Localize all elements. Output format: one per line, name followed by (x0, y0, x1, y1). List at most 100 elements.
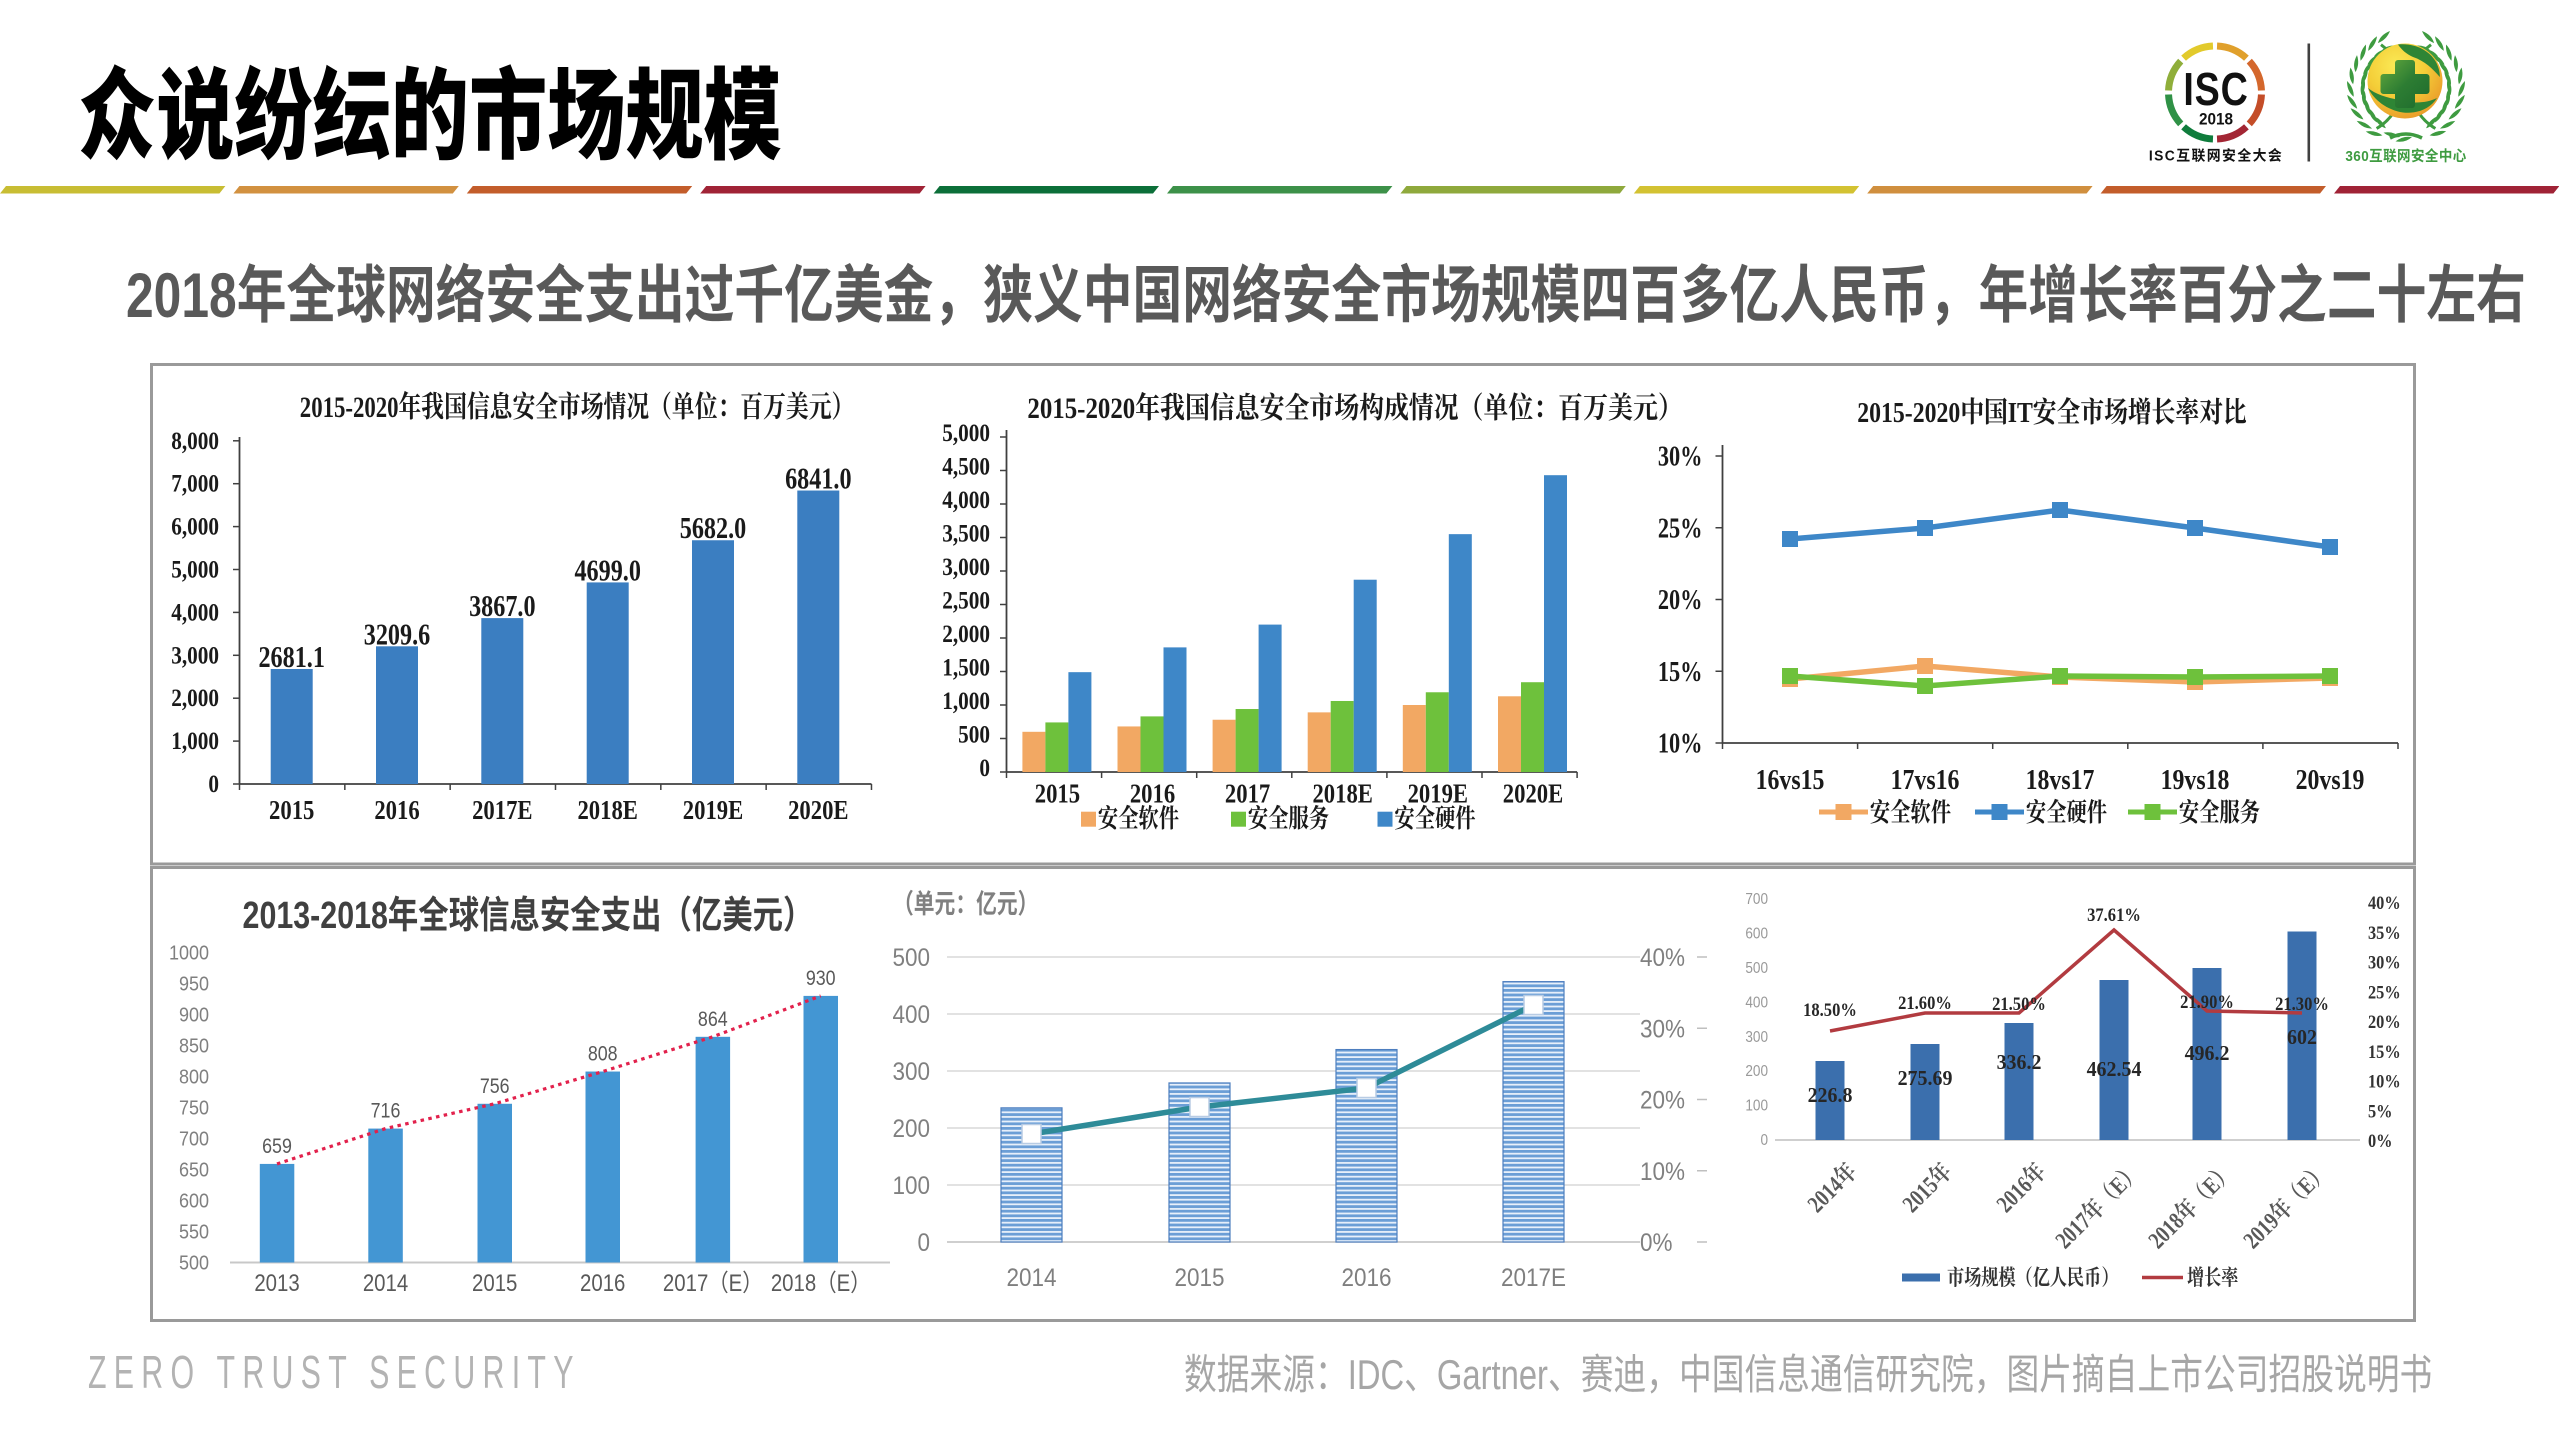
svg-text:200: 200 (892, 1108, 930, 1145)
svg-text:3867.0: 3867.0 (469, 580, 535, 625)
svg-text:100: 100 (1745, 1093, 1768, 1116)
svg-text:10%: 10% (1658, 720, 1703, 761)
svg-text:550: 550 (179, 1216, 209, 1244)
svg-text:0%: 0% (1640, 1222, 1673, 1259)
svg-text:2019E: 2019E (1408, 772, 1468, 811)
svg-text:7,000: 7,000 (171, 463, 219, 500)
svg-text:2015-2020年我国信息安全市场情况（单位：百万美元）: 2015-2020年我国信息安全市场情况（单位：百万美元） (300, 382, 854, 426)
svg-text:900: 900 (179, 999, 209, 1027)
svg-text:ISC互联网安全大会: ISC互联网安全大会 (2149, 144, 2283, 166)
svg-text:市场规模（亿人民币）: 市场规模（亿人民币） (1947, 1259, 2119, 1291)
svg-text:2019年（E）: 2019年（E） (2234, 1154, 2335, 1255)
svg-text:275.69: 275.69 (1898, 1060, 1953, 1091)
svg-text:2017E: 2017E (472, 789, 532, 828)
svg-text:20%: 20% (1658, 577, 1703, 618)
svg-text:0: 0 (979, 747, 990, 784)
svg-text:2014: 2014 (363, 1264, 408, 1298)
svg-text:500: 500 (892, 937, 930, 974)
svg-text:众说纷纭的市场规模: 众说纷纭的市场规模 (78, 35, 782, 180)
svg-text:5,000: 5,000 (171, 548, 219, 585)
svg-text:2015年: 2015年 (1894, 1154, 1959, 1219)
svg-text:2016: 2016 (374, 789, 419, 828)
svg-text:2017年（E）: 2017年（E） (2046, 1154, 2147, 1255)
svg-text:2018（E）: 2018（E） (771, 1264, 871, 1298)
svg-text:930: 930 (806, 960, 836, 991)
svg-text:2017E: 2017E (1501, 1257, 1566, 1294)
svg-text:19vs18: 19vs18 (2161, 758, 2230, 798)
svg-text:300: 300 (1745, 1025, 1768, 1048)
svg-text:21.90%: 21.90% (2180, 988, 2234, 1015)
svg-text:1,500: 1,500 (942, 646, 990, 683)
svg-text:650: 650 (179, 1154, 209, 1182)
svg-text:864: 864 (698, 1001, 728, 1032)
svg-text:100: 100 (892, 1165, 930, 1202)
svg-text:3,000: 3,000 (942, 546, 990, 583)
svg-text:6,000: 6,000 (171, 506, 219, 543)
svg-text:2017: 2017 (1225, 772, 1270, 811)
svg-text:2018E: 2018E (1312, 772, 1372, 811)
svg-text:18vs17: 18vs17 (2026, 758, 2095, 798)
svg-text:20%: 20% (1640, 1079, 1685, 1116)
svg-text:8,000: 8,000 (171, 420, 219, 457)
svg-text:3,000: 3,000 (171, 634, 219, 671)
svg-text:安全硬件: 安全硬件 (1395, 797, 1476, 835)
svg-text:2020E: 2020E (788, 789, 848, 828)
svg-text:15%: 15% (1658, 648, 1703, 689)
svg-text:850: 850 (179, 1030, 209, 1058)
svg-text:安全服务: 安全服务 (2179, 791, 2260, 829)
svg-text:安全软件: 安全软件 (1870, 791, 1951, 829)
svg-text:ZERO TRUST SECURITY: ZERO TRUST SECURITY (88, 1336, 581, 1402)
svg-text:安全软件: 安全软件 (1098, 797, 1179, 835)
svg-text:增长率: 增长率 (2187, 1259, 2239, 1291)
svg-text:2016: 2016 (580, 1264, 625, 1298)
svg-text:300: 300 (892, 1051, 930, 1088)
svg-text:950: 950 (179, 968, 209, 996)
svg-text:756: 756 (480, 1068, 510, 1099)
svg-text:4,000: 4,000 (942, 479, 990, 516)
svg-text:3209.6: 3209.6 (364, 609, 431, 654)
svg-text:2013-2018年全球信息安全支出（亿美元）: 2013-2018年全球信息安全支出（亿美元） (243, 884, 814, 939)
svg-text:659: 659 (262, 1128, 292, 1159)
svg-text:4,500: 4,500 (942, 445, 990, 482)
svg-text:16vs15: 16vs15 (1756, 758, 1825, 798)
svg-text:2015: 2015 (1174, 1257, 1224, 1294)
svg-text:40%: 40% (1640, 937, 1685, 974)
svg-text:2015: 2015 (269, 789, 314, 828)
svg-text:40%: 40% (2368, 889, 2401, 916)
svg-text:5682.0: 5682.0 (680, 503, 746, 548)
svg-text:496.2: 496.2 (2185, 1035, 2230, 1066)
svg-text:2014年: 2014年 (1799, 1154, 1864, 1219)
svg-text:2681.1: 2681.1 (258, 631, 324, 676)
svg-text:2,500: 2,500 (942, 579, 990, 616)
svg-text:2018年（E）: 2018年（E） (2139, 1154, 2240, 1255)
svg-text:4699.0: 4699.0 (574, 545, 640, 590)
svg-text:2014: 2014 (1006, 1257, 1056, 1294)
svg-text:400: 400 (892, 994, 930, 1031)
svg-text:数据来源：IDC、Gartner、赛迪，中国信息通信研究院，: 数据来源：IDC、Gartner、赛迪，中国信息通信研究院，图片摘自上市公司招股… (1184, 1340, 2432, 1401)
svg-text:18.50%: 18.50% (1803, 996, 1857, 1023)
svg-text:30%: 30% (1658, 433, 1703, 474)
svg-text:ISC: ISC (2183, 53, 2248, 120)
svg-text:2016: 2016 (1341, 1257, 1391, 1294)
svg-text:17vs16: 17vs16 (1891, 758, 1960, 798)
svg-text:3,500: 3,500 (942, 512, 990, 549)
svg-text:35%: 35% (2368, 918, 2401, 945)
svg-text:808: 808 (588, 1036, 618, 1067)
svg-text:700: 700 (1745, 887, 1768, 910)
svg-text:600: 600 (179, 1185, 209, 1213)
svg-text:2015-2020中国IT安全市场增长率对比: 2015-2020中国IT安全市场增长率对比 (1857, 388, 2246, 431)
svg-text:6841.0: 6841.0 (785, 453, 851, 498)
svg-text:2015: 2015 (472, 1264, 517, 1298)
svg-text:2015-2020年我国信息安全市场构成情况（单位：百万美元: 2015-2020年我国信息安全市场构成情况（单位：百万美元） (1027, 383, 1682, 427)
svg-text:750: 750 (179, 1092, 209, 1120)
svg-text:20%: 20% (2368, 1008, 2401, 1035)
svg-text:226.8: 226.8 (1808, 1077, 1853, 1108)
svg-text:400: 400 (1745, 990, 1768, 1013)
svg-text:2018: 2018 (2199, 105, 2233, 130)
svg-text:安全硬件: 安全硬件 (2026, 791, 2107, 829)
svg-text:2017（E）: 2017（E） (663, 1264, 763, 1298)
svg-text:600: 600 (1745, 921, 1768, 944)
svg-text:2016: 2016 (1130, 772, 1175, 811)
svg-text:5,000: 5,000 (942, 412, 990, 449)
svg-text:500: 500 (1745, 956, 1768, 979)
